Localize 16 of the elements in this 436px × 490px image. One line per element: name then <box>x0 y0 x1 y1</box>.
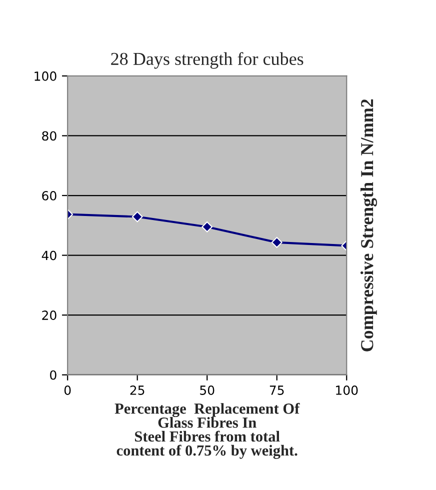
x-tick-label: 75 <box>270 386 284 395</box>
x-tick-label: 25 <box>130 385 144 395</box>
x-tick-label: 0 <box>64 385 71 395</box>
y-tick-label: 80 <box>42 131 56 141</box>
y-tick-label: 20 <box>42 310 56 320</box>
y-tick-label: 0 <box>50 370 56 380</box>
y-axis-title: Compressive Strength In N/mm2 <box>360 99 378 352</box>
y-tick-label: 100 <box>34 71 56 81</box>
y-tick-label: 60 <box>42 190 56 200</box>
point <box>271 237 282 248</box>
x-tick-label: 50 <box>200 385 214 395</box>
x-tick-label: 100 <box>336 385 358 395</box>
chart-title: 28 Days strength for cubes <box>111 52 304 69</box>
point <box>202 221 213 232</box>
x-axis-title: Percentage Replacement Of Glass Fibres In Steel Fibres from total content of 0.75% by weight. <box>114 402 300 459</box>
y-tick-label: 40 <box>42 250 56 260</box>
